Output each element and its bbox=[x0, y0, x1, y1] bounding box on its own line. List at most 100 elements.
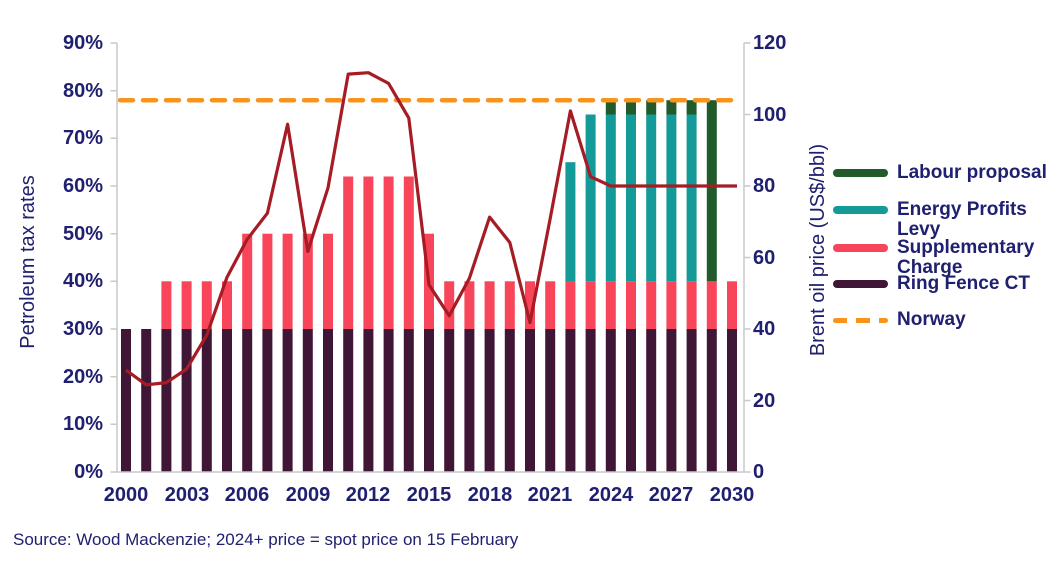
bar-2016-ring-fence-ct bbox=[444, 329, 455, 472]
bar-2024-labour-proposal bbox=[605, 100, 616, 115]
bar-2017-supplementary-charge bbox=[464, 281, 475, 329]
y-left-tick-label: 40% bbox=[62, 270, 103, 292]
x-tick-label: 2024 bbox=[588, 484, 634, 506]
y-right-tick-label: 100 bbox=[753, 104, 787, 126]
y-left-tick-label: 10% bbox=[62, 413, 103, 435]
bar-2025-ring-fence-ct bbox=[626, 329, 636, 472]
bar-2013-ring-fence-ct bbox=[383, 329, 394, 472]
bar-2019-supplementary-charge bbox=[504, 281, 515, 329]
legend-item-supplementary-charge: Supplementary Charge bbox=[833, 238, 1047, 278]
bar-2025-energy-profits-levy bbox=[626, 114, 636, 282]
bar-2028-labour-proposal bbox=[686, 100, 697, 115]
bar-2023-supplementary-charge bbox=[585, 281, 596, 329]
bar-2023-energy-profits-levy bbox=[585, 114, 596, 282]
bar-2014-ring-fence-ct bbox=[403, 329, 414, 472]
x-tick-label: 2003 bbox=[164, 484, 210, 506]
y-right-tick-label: 120 bbox=[753, 32, 787, 54]
bar-2022-supplementary-charge bbox=[565, 281, 576, 329]
bar-2010-ring-fence-ct bbox=[323, 329, 333, 472]
bar-2029-labour-proposal bbox=[706, 100, 717, 282]
bar-2030-supplementary-charge bbox=[727, 281, 737, 329]
bar-2020-supplementary-charge bbox=[525, 281, 535, 329]
y-right-tick-label: 20 bbox=[753, 390, 776, 412]
y-right-tick-label: 0 bbox=[753, 461, 765, 483]
bar-2005-supplementary-charge bbox=[222, 281, 232, 329]
bar-2007-ring-fence-ct bbox=[262, 329, 273, 472]
bar-2022-ring-fence-ct bbox=[565, 329, 576, 472]
axes bbox=[110, 42, 751, 473]
legend-item-norway: Norway bbox=[833, 310, 1047, 330]
bar-2008-supplementary-charge bbox=[282, 233, 293, 329]
bar-2025-labour-proposal bbox=[626, 100, 636, 115]
legend-swatch-ring-fence-ct bbox=[833, 280, 888, 288]
bar-2020-ring-fence-ct bbox=[525, 329, 535, 472]
y-axis-title-right: Brent oil price (US$/bbl) bbox=[807, 143, 829, 357]
legend-swatch-supplementary-charge bbox=[833, 244, 888, 252]
bar-2006-ring-fence-ct bbox=[242, 329, 253, 472]
x-tick-label: 2012 bbox=[345, 484, 391, 506]
bar-2010-supplementary-charge bbox=[323, 233, 333, 329]
bar-2017-ring-fence-ct bbox=[464, 329, 475, 472]
bar-2001-ring-fence-ct bbox=[141, 329, 152, 472]
bar-2028-ring-fence-ct bbox=[686, 329, 697, 472]
x-tick-label: 2030 bbox=[709, 484, 755, 506]
bar-2011-supplementary-charge bbox=[343, 176, 354, 329]
y-left-tick-label: 50% bbox=[62, 223, 103, 245]
bar-2006-supplementary-charge bbox=[242, 233, 253, 329]
bar-2024-ring-fence-ct bbox=[605, 329, 616, 472]
y-left-tick-label: 60% bbox=[62, 175, 103, 197]
bar-2008-ring-fence-ct bbox=[282, 329, 293, 472]
y-left-tick-label: 0% bbox=[74, 461, 103, 483]
bar-2012-ring-fence-ct bbox=[363, 329, 374, 472]
bar-2023-ring-fence-ct bbox=[585, 329, 596, 472]
bar-2024-supplementary-charge bbox=[605, 281, 616, 329]
bar-2026-labour-proposal bbox=[646, 100, 657, 115]
legend-label: Supplementary Charge bbox=[897, 237, 1035, 278]
bar-2018-ring-fence-ct bbox=[484, 329, 495, 472]
y-left-tick-label: 30% bbox=[62, 318, 103, 340]
y-right-tick-label: 80 bbox=[753, 175, 776, 197]
bar-2009-ring-fence-ct bbox=[302, 329, 313, 472]
y-right-tick-label: 40 bbox=[753, 318, 776, 340]
bar-2028-energy-profits-levy bbox=[686, 114, 697, 282]
bar-2012-supplementary-charge bbox=[363, 176, 374, 329]
bar-2019-ring-fence-ct bbox=[504, 329, 515, 472]
bar-2002-supplementary-charge bbox=[161, 281, 172, 329]
x-tick-label: 2006 bbox=[224, 484, 270, 506]
bar-2016-supplementary-charge bbox=[444, 281, 455, 329]
x-tick-label: 2009 bbox=[285, 484, 331, 506]
bar-2003-supplementary-charge bbox=[181, 281, 192, 329]
legend-item-labour-proposal: Labour proposal bbox=[833, 163, 1047, 183]
bar-2028-supplementary-charge bbox=[686, 281, 697, 329]
bar-2002-ring-fence-ct bbox=[161, 329, 172, 472]
y-left-tick-label: 90% bbox=[62, 32, 103, 54]
bar-2005-ring-fence-ct bbox=[222, 329, 232, 472]
bar-2000-ring-fence-ct bbox=[121, 329, 131, 472]
bar-2014-supplementary-charge bbox=[403, 176, 414, 329]
bar-2027-supplementary-charge bbox=[666, 281, 677, 329]
bar-2026-ring-fence-ct bbox=[646, 329, 657, 472]
y-left-tick-label: 20% bbox=[62, 366, 103, 388]
x-tick-label: 2000 bbox=[103, 484, 149, 506]
bar-2029-supplementary-charge bbox=[706, 281, 717, 329]
x-tick-label: 2018 bbox=[467, 484, 513, 506]
bar-2027-labour-proposal bbox=[666, 100, 677, 115]
legend-swatch-energy-profits-levy bbox=[833, 206, 888, 214]
bar-2029-ring-fence-ct bbox=[706, 329, 717, 472]
bar-2027-ring-fence-ct bbox=[666, 329, 677, 472]
bar-2003-ring-fence-ct bbox=[181, 329, 192, 472]
y-left-tick-label: 70% bbox=[62, 127, 103, 149]
source-note: Source: Wood Mackenzie; 2024+ price = sp… bbox=[13, 530, 519, 549]
brent-oil-price-line bbox=[125, 71, 737, 387]
bar-2011-ring-fence-ct bbox=[343, 329, 354, 472]
legend-swatch-labour-proposal bbox=[833, 169, 888, 177]
bar-2022-energy-profits-levy bbox=[565, 162, 576, 282]
bar-2026-energy-profits-levy bbox=[646, 114, 657, 282]
legend-item-energy-profits-levy: Energy Profits Levy bbox=[833, 200, 1047, 240]
y-left-tick-label: 80% bbox=[62, 80, 103, 102]
bar-2026-supplementary-charge bbox=[646, 281, 657, 329]
bar-2025-supplementary-charge bbox=[626, 281, 636, 329]
legend-item-ring-fence-ct: Ring Fence CT bbox=[833, 274, 1047, 294]
